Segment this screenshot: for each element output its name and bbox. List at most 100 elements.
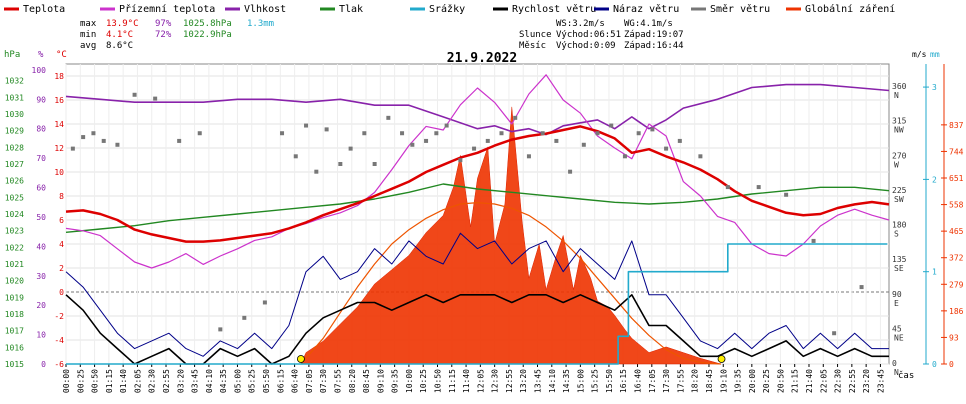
xtick-43: 17:55 (676, 369, 685, 393)
dir-tick-7: 315 (892, 117, 907, 126)
press-tick-9: 1024 (5, 210, 24, 219)
rain-tick-2: 2 (932, 175, 937, 184)
dir-point-10 (242, 315, 247, 320)
xtick-50: 20:50 (776, 369, 785, 393)
xtick-52: 21:40 (805, 369, 814, 393)
xtick-39: 16:15 (619, 369, 628, 393)
xtick-28: 11:40 (462, 369, 471, 393)
xtick-57: 23:45 (876, 369, 885, 393)
unit-time: čas (898, 370, 914, 381)
press-tick-17: 1032 (5, 77, 24, 86)
xtick-41: 17:05 (648, 369, 657, 393)
dir-point-16 (324, 127, 329, 132)
press-tick-5: 1020 (5, 277, 24, 286)
hum-tick-4: 40 (36, 242, 46, 251)
dir-point-27 (458, 158, 463, 163)
stat-avg-label: avg (80, 41, 96, 51)
unit-wind: m/s (912, 50, 927, 59)
xtick-35: 14:35 (562, 369, 571, 393)
rad-tick-1: 93 (949, 333, 959, 342)
press-tick-14: 1029 (5, 127, 24, 136)
dir-point-9 (218, 327, 223, 332)
dir-point-47 (784, 192, 789, 197)
dir-point-18 (348, 146, 353, 151)
dir-point-43 (677, 138, 682, 143)
dir-point-15 (314, 169, 319, 174)
rad-tick-2: 186 (949, 307, 964, 316)
temp-tick-11: 16 (54, 96, 64, 105)
press-tick-0: 1015 (5, 360, 24, 369)
temp-tick-5: 4 (59, 240, 64, 249)
xtick-11: 04:35 (219, 369, 228, 393)
xtick-9: 03:45 (191, 369, 200, 393)
dir-point-37 (595, 131, 600, 136)
unit-press: hPa (4, 50, 20, 60)
rad-tick-8: 744 (949, 147, 964, 156)
unit-hum: % (38, 50, 44, 60)
dir-point-13 (293, 154, 298, 159)
hum-tick-10: 100 (32, 66, 47, 75)
unit-temp: °C (56, 50, 67, 60)
xtick-33: 13:45 (534, 369, 543, 393)
hum-tick-5: 50 (36, 213, 46, 222)
hum-tick-0: 0 (41, 360, 46, 369)
press-tick-15: 1030 (5, 110, 24, 119)
xtick-12: 05:00 (233, 369, 242, 393)
dir-point-3 (101, 138, 106, 143)
series-tlak (65, 183, 890, 233)
dir-point-12 (280, 131, 285, 136)
legend-label-3: Tlak (339, 4, 363, 15)
dir-point-20 (372, 162, 377, 166)
dir-point-41 (650, 127, 655, 132)
series-vlhkost (65, 83, 890, 136)
dir-tick-5: 225 (892, 186, 907, 195)
xtick-3: 01:15 (105, 369, 114, 393)
legend-label-1: Přízemní teplota (119, 3, 215, 15)
plot-area (65, 74, 890, 365)
xtick-13: 05:25 (248, 369, 257, 393)
xtick-17: 07:05 (305, 369, 314, 393)
legend-label-6: Náraz větru (613, 3, 679, 15)
dir-letter-3: SE (894, 264, 904, 273)
xtick-45: 18:45 (705, 369, 714, 393)
press-tick-12: 1027 (5, 160, 24, 169)
dir-point-2 (91, 131, 96, 136)
legend-label-8: Globální záření (805, 3, 895, 15)
xtick-10: 04:10 (205, 369, 214, 393)
dir-point-6 (153, 96, 158, 101)
dir-point-36 (581, 142, 586, 147)
xtick-30: 12:30 (491, 369, 500, 393)
xtick-25: 10:25 (419, 369, 428, 393)
dir-point-22 (400, 131, 405, 136)
series-smer-vetru (70, 92, 864, 336)
dir-letter-4: S (894, 230, 899, 239)
xtick-56: 23:20 (862, 369, 871, 393)
temp-tick-10: 14 (54, 120, 64, 129)
dir-point-24 (424, 138, 429, 143)
dir-tick-4: 180 (892, 221, 907, 230)
stat-wind-wg: WG:4.1m/s (624, 19, 673, 29)
dir-letter-2: E (894, 299, 899, 308)
dir-tick-3: 135 (892, 255, 907, 264)
dir-point-50 (859, 285, 864, 290)
legend-label-2: Vlhkost (244, 4, 286, 15)
stat-min-hum: 72% (155, 30, 172, 40)
press-tick-13: 1028 (5, 143, 24, 152)
rad-tick-3: 279 (949, 280, 964, 289)
temp-tick-7: 8 (59, 192, 64, 201)
stat-sun-label: Slunce (519, 30, 552, 40)
xtick-51: 21:15 (791, 369, 800, 393)
series-teplota (65, 125, 890, 243)
hum-tick-1: 10 (36, 331, 46, 340)
temp-tick-1: -4 (54, 336, 64, 345)
press-tick-7: 1022 (5, 243, 24, 252)
press-tick-3: 1018 (5, 310, 24, 319)
xtick-7: 02:55 (162, 369, 171, 393)
stat-moon-label: Měsíc (519, 41, 546, 51)
legend-label-7: Směr větru (710, 3, 770, 15)
stat-max-hum: 97% (155, 19, 172, 29)
xtick-53: 22:05 (819, 369, 828, 393)
dir-point-34 (554, 138, 559, 143)
stat-moon-set: Západ:16:44 (624, 41, 684, 51)
dir-point-28 (472, 146, 477, 151)
